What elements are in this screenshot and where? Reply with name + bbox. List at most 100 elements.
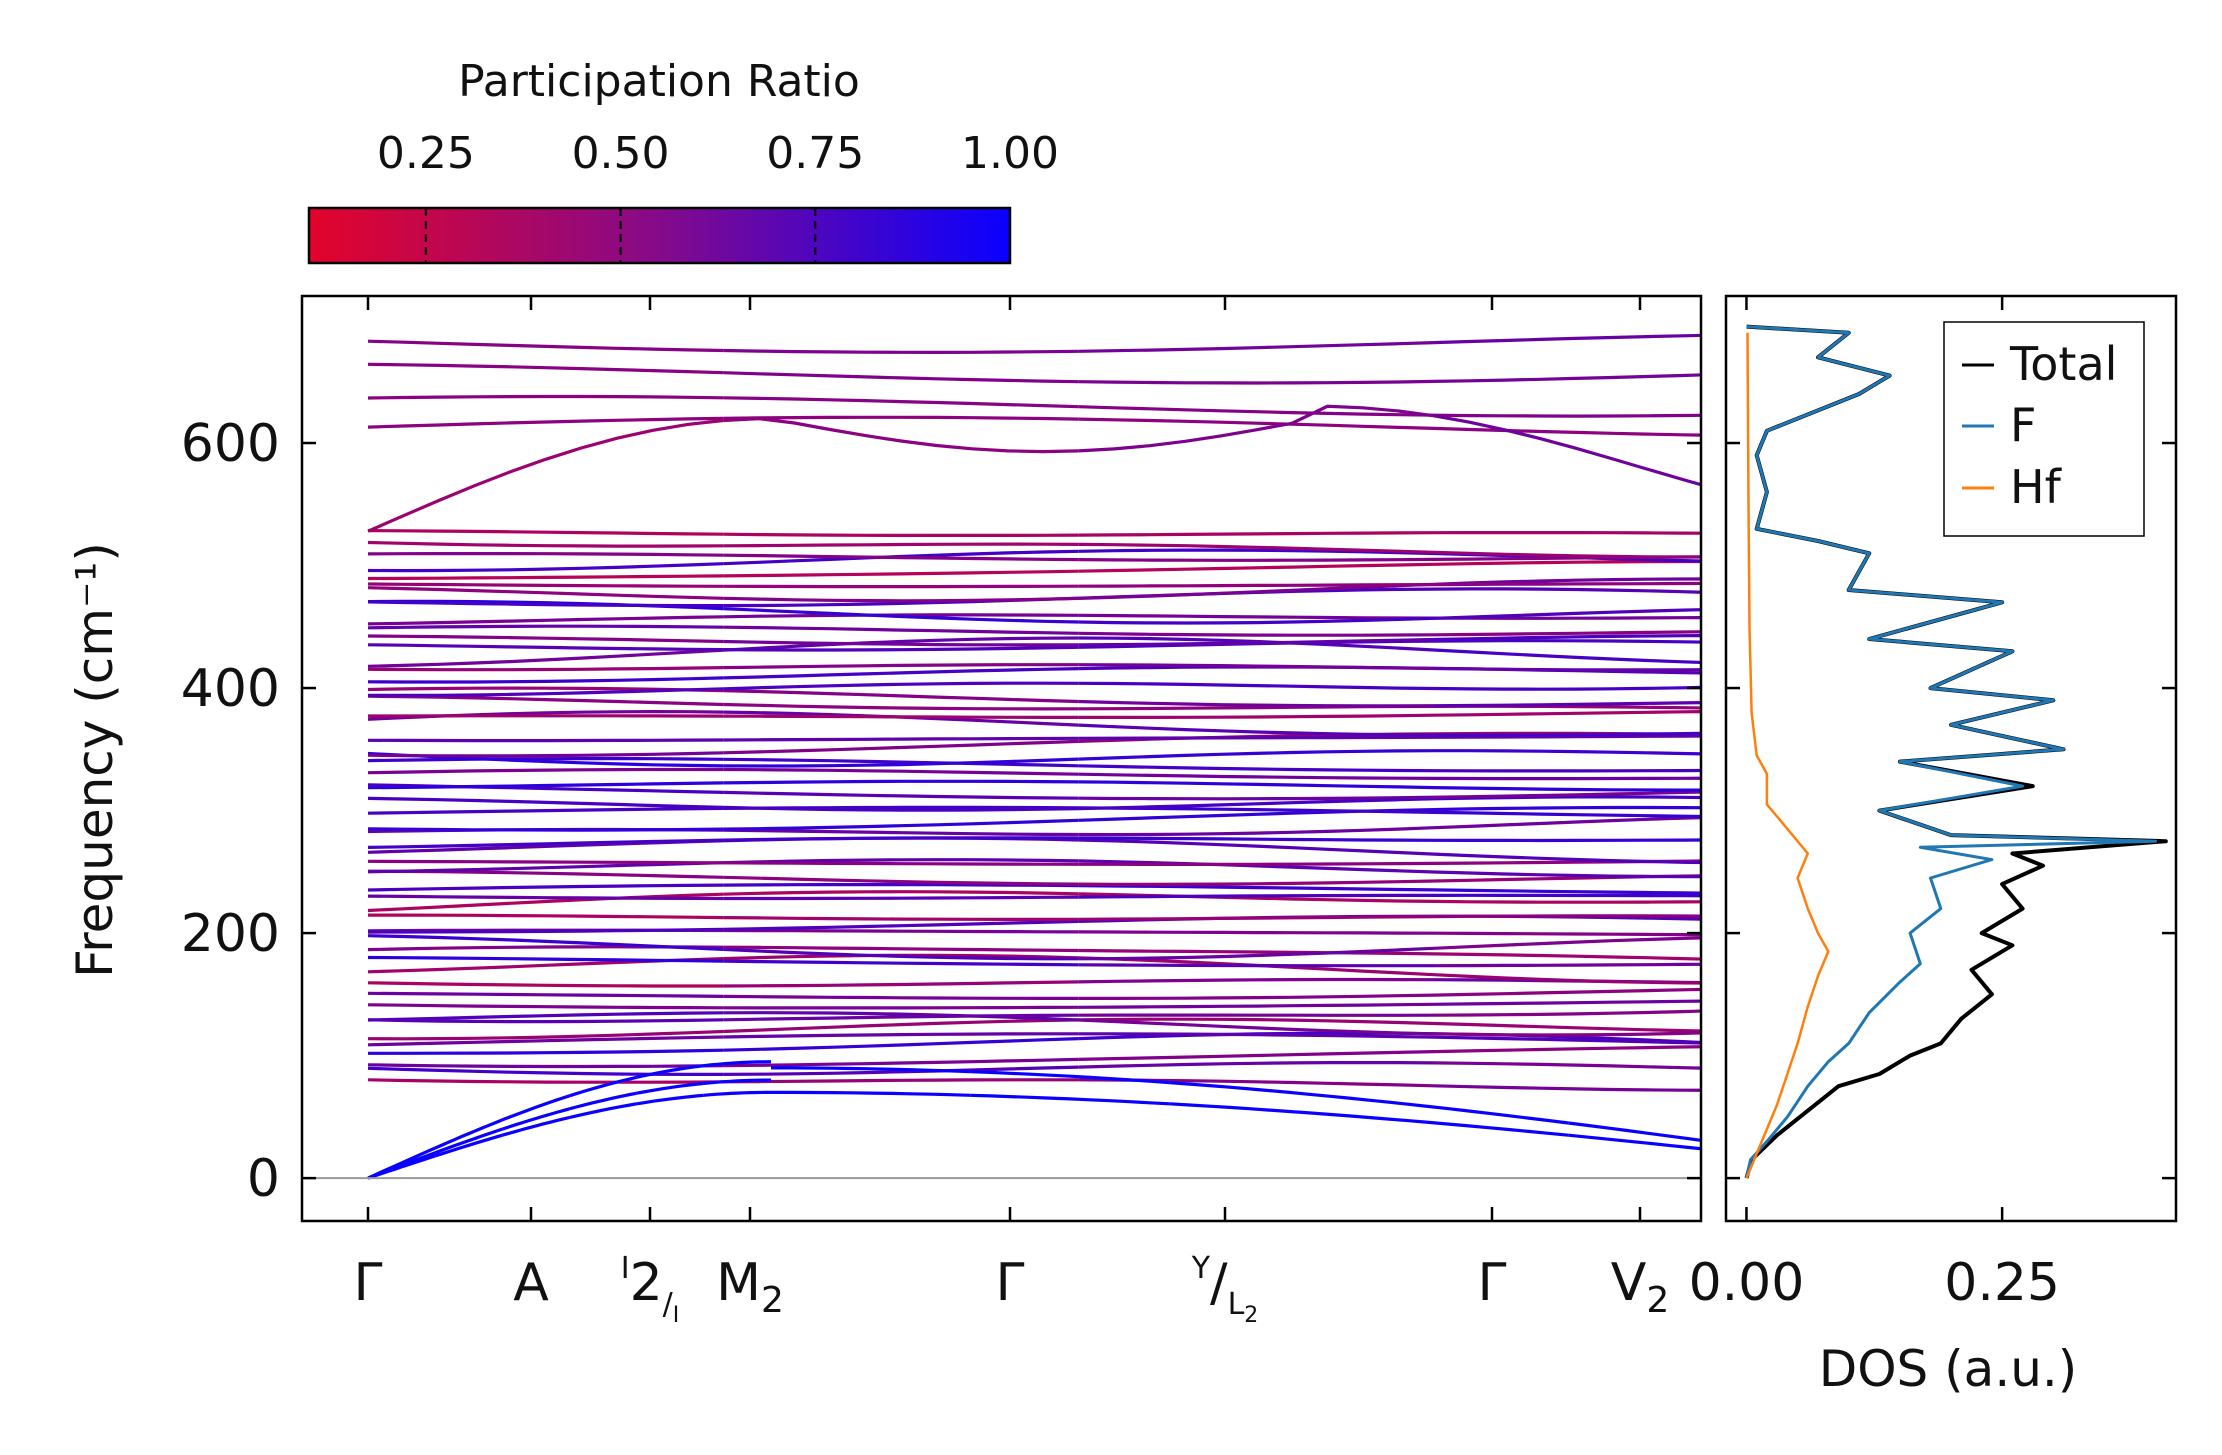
optical-band xyxy=(723,553,1079,562)
optical-band xyxy=(1789,710,2144,711)
upper-band xyxy=(2145,363,2222,365)
optical-band xyxy=(367,1066,724,1076)
optical-band xyxy=(1078,797,1435,811)
optical-band xyxy=(1789,674,2144,685)
optical-band xyxy=(1789,562,2144,570)
optical-band xyxy=(2145,660,2222,662)
optical-band xyxy=(723,1005,1079,1010)
dos-axes-frame xyxy=(1724,294,2178,1223)
optical-band xyxy=(2145,778,2222,779)
dos-x-tick-label: 0.00 xyxy=(1689,1253,1805,1313)
colorbar-tick-labels: 0.25 0.50 0.75 1.00 xyxy=(377,128,1059,179)
optical-band xyxy=(723,805,1079,812)
dos-ticks: 0.00 0.25 xyxy=(1689,296,2176,1313)
optical-band xyxy=(2145,1051,2222,1053)
optical-band xyxy=(1789,542,2144,556)
optical-band xyxy=(723,767,1079,776)
optical-band xyxy=(2145,604,2222,606)
optical-band xyxy=(1433,1009,1701,1017)
optical-band xyxy=(367,892,724,913)
optical-band xyxy=(2145,698,2222,700)
optical-band xyxy=(2145,816,2222,819)
optical-band xyxy=(723,959,1079,967)
optical-band xyxy=(723,639,1079,647)
optical-band xyxy=(1789,998,2144,1009)
optical-band xyxy=(1789,783,2144,790)
upper-dispersive-band xyxy=(367,418,724,533)
optical-band xyxy=(367,838,724,849)
optical-band xyxy=(723,757,1079,768)
optical-band xyxy=(2145,557,2222,558)
optical-band xyxy=(1078,993,1435,1000)
optical-band xyxy=(1078,838,1435,856)
optical-band xyxy=(1078,582,1435,600)
acoustic-branch xyxy=(2145,1122,2222,1139)
optical-band xyxy=(2145,998,2222,1001)
optical-band xyxy=(2145,894,2222,896)
optical-band xyxy=(1433,630,1701,637)
optical-band xyxy=(1789,1017,2144,1030)
optical-band xyxy=(367,955,724,963)
band-y-tick-label: 0 xyxy=(247,1149,280,1209)
optical-band xyxy=(1078,663,1435,671)
optical-band xyxy=(1078,681,1435,691)
optical-band xyxy=(1789,556,2144,557)
band-y-tick-label: 200 xyxy=(181,904,280,964)
optical-band xyxy=(1078,542,1435,554)
acoustic-branch xyxy=(2056,1120,2145,1148)
optical-band xyxy=(1433,790,1701,799)
optical-band xyxy=(367,1078,724,1084)
optical-band xyxy=(1078,562,1435,573)
acoustic-branch xyxy=(771,1066,971,1074)
dos-series-f xyxy=(1745,325,2157,1179)
optical-band xyxy=(1433,633,1701,642)
optical-band xyxy=(1078,915,1435,921)
optical-band xyxy=(367,767,724,775)
optical-band xyxy=(723,1057,1079,1068)
optical-band xyxy=(1433,893,1701,898)
legend-label-f: F xyxy=(2010,398,2036,452)
optical-band xyxy=(367,883,724,892)
optical-band xyxy=(1078,557,1435,562)
optical-band xyxy=(1433,952,1701,961)
upper-band xyxy=(367,339,724,353)
optical-band xyxy=(1078,631,1435,637)
band-y-tick-label: 600 xyxy=(181,414,280,474)
upper-band xyxy=(723,396,1079,409)
optical-band xyxy=(1789,735,2144,741)
acoustic-branch xyxy=(1368,1098,1569,1125)
optical-band xyxy=(2145,969,2222,975)
optical-band xyxy=(723,636,1079,652)
optical-band xyxy=(723,890,1079,896)
optical-band xyxy=(2145,904,2222,915)
legend-label-total: Total xyxy=(2009,337,2117,391)
optical-band xyxy=(2145,533,2222,536)
optical-band xyxy=(1789,998,2144,1001)
acoustic-branch xyxy=(1768,1156,1967,1178)
optical-band xyxy=(2145,569,2222,579)
optical-band xyxy=(1078,749,1435,761)
optical-band xyxy=(723,1078,1079,1084)
optical-band xyxy=(2145,561,2222,563)
optical-band xyxy=(1433,838,1701,843)
optical-band xyxy=(2145,610,2222,613)
optical-band xyxy=(2145,1063,2222,1071)
optical-band xyxy=(1078,780,1435,790)
optical-band xyxy=(1078,735,1435,740)
optical-band xyxy=(2145,937,2222,940)
band-y-axis-label: Frequency (cm⁻¹) xyxy=(66,542,124,978)
optical-band xyxy=(2145,767,2222,769)
optical-band xyxy=(2145,874,2222,875)
dos-x-axis-label: DOS (a.u.) xyxy=(1819,1340,2078,1398)
optical-band xyxy=(723,542,1079,548)
acoustic-branch xyxy=(771,1090,971,1097)
acoustic-branch xyxy=(703,1078,771,1085)
acoustic-branch xyxy=(2056,1129,2145,1153)
optical-band xyxy=(367,1011,724,1022)
optical-band xyxy=(2145,631,2222,633)
legend-label-hf: Hf xyxy=(2010,460,2063,514)
optical-band xyxy=(1433,776,1701,781)
upper-band xyxy=(2145,335,2222,344)
optical-band xyxy=(1078,764,1435,773)
optical-band xyxy=(1433,608,1701,620)
